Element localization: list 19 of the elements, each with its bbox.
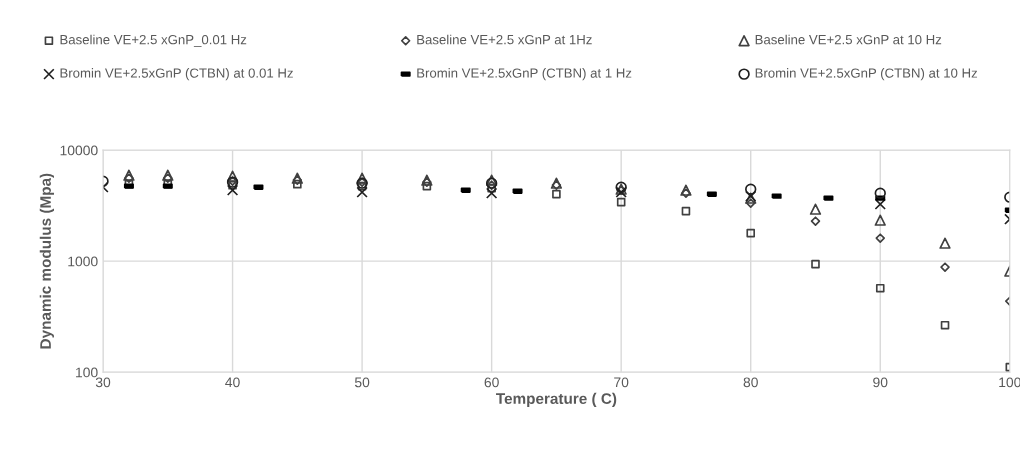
legend-label: Bromin VE+2.5xGnP (CTBN) at 0.01 Hz [60,68,293,81]
legend-label: Baseline VE+2.5 xGnP at 10 Hz [755,34,942,45]
x-tick-label: 80 [743,377,758,388]
legend-label: Bromin VE+2.5xGnP (CTBN) at 10 Hz [755,68,978,81]
legend-label: Baseline VE+2.5 xGnP at 1Hz [417,34,592,45]
x-tick-label: 100 [999,377,1020,388]
x-tick-label: 70 [614,377,629,388]
x-tick-label: 50 [354,377,370,388]
x-axis-title: Temperature ( C) [496,392,617,408]
y-tick-label: 10000 [60,145,98,156]
y-axis-title: Dynamic modulus (Mpa) [39,173,54,349]
legend-label: Baseline VE+2.5 xGnP_0.01 Hz [60,34,247,47]
y-tick-label: 1000 [68,256,98,267]
x-tick-label: 90 [873,377,888,388]
x-tick-label: 60 [484,377,499,388]
x-tick-label: 30 [95,377,111,388]
y-tick-label: 100 [76,367,98,378]
legend-label: Bromin VE+2.5xGnP (CTBN) at 1 Hz [417,68,632,81]
x-tick-label: 40 [225,377,240,388]
